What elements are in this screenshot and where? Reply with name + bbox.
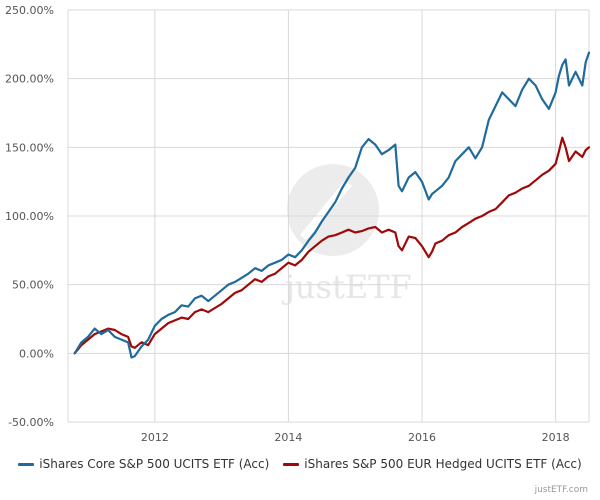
watermark-text: justETF <box>281 268 412 306</box>
legend-swatch-series-2 <box>283 462 300 466</box>
y-tick-label: -50.00% <box>8 416 54 429</box>
x-tick-label: 2018 <box>542 431 570 444</box>
y-tick-label: 100.00% <box>5 210 54 223</box>
legend: iShares Core S&P 500 UCITS ETF (Acc) iSh… <box>0 457 600 471</box>
y-tick-label: 0.00% <box>19 347 54 360</box>
series-line-1 <box>73 51 591 359</box>
series-line-2 <box>73 136 591 355</box>
legend-item-series-2[interactable]: iShares S&P 500 EUR Hedged UCITS ETF (Ac… <box>283 457 582 471</box>
legend-swatch-series-1 <box>18 462 35 466</box>
y-tick-label: 250.00% <box>5 4 54 17</box>
y-tick-label: 150.00% <box>5 141 54 154</box>
x-tick-label: 2012 <box>141 431 169 444</box>
legend-item-series-1[interactable]: iShares Core S&P 500 UCITS ETF (Acc) <box>18 457 269 471</box>
x-tick-label: 2014 <box>274 431 302 444</box>
credit-link[interactable]: justETF.com <box>534 485 588 495</box>
watermark-logo-icon <box>287 164 379 256</box>
y-tick-label: 200.00% <box>5 73 54 86</box>
x-tick-label: 2016 <box>408 431 436 444</box>
legend-label-series-2: iShares S&P 500 EUR Hedged UCITS ETF (Ac… <box>304 457 582 471</box>
legend-label-series-1: iShares Core S&P 500 UCITS ETF (Acc) <box>39 457 270 471</box>
chart: justETF -50.00% 0.00% 50.00% 100.00% 150.00%… <box>5 4 591 444</box>
y-tick-label: 50.00% <box>12 279 54 292</box>
